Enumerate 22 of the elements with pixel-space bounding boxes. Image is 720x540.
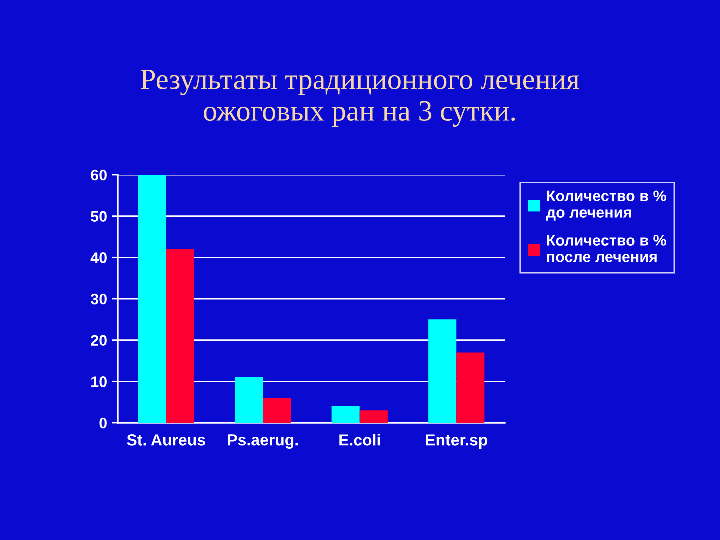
legend-label: Количество в % после лечения [547, 235, 666, 262]
bar [456, 352, 485, 423]
bar [166, 249, 194, 423]
x-tick-label: Enter.sp [426, 434, 488, 449]
x-tick-label: E.coli [340, 434, 380, 446]
bar [138, 175, 166, 423]
bar [263, 398, 292, 423]
y-tick-label: 0 [100, 418, 107, 429]
bar [428, 320, 457, 423]
y-tick-label: 40 [90, 252, 107, 264]
chart-title: Результаты традиционного лечения ожоговых ран на 3 сутки. [140, 70, 580, 128]
bar [360, 410, 388, 423]
legend-label: Количество в % до лечения [546, 190, 666, 221]
x-tick-label: Ps.aerug. [228, 434, 298, 449]
y-tick-label: 20 [91, 335, 107, 346]
y-tick-label: 60 [91, 170, 107, 181]
x-tick-label: St. Aureus [127, 434, 206, 446]
y-tick-label: 50 [91, 211, 107, 222]
bar [235, 378, 264, 423]
y-tick-label: 30 [90, 294, 107, 305]
bar [332, 406, 360, 423]
y-tick-label: 10 [92, 376, 107, 388]
